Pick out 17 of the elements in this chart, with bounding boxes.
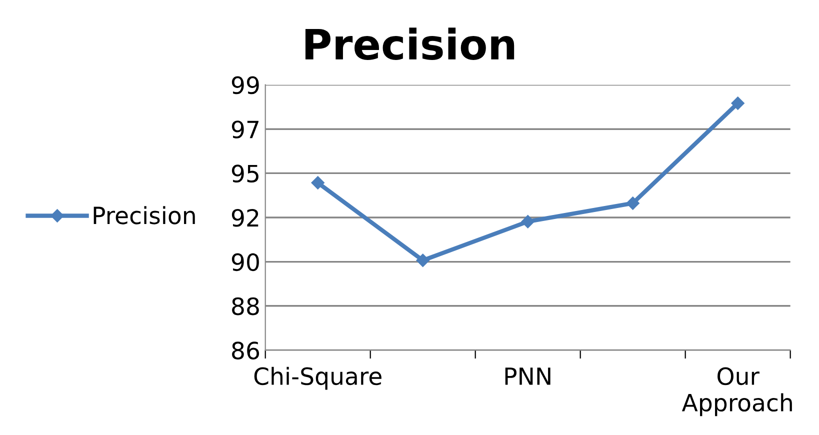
point — [731, 96, 744, 110]
chart-title: Precision — [305, 28, 514, 60]
y-tick-label: 92 — [232, 208, 258, 227]
x-tick-label: Our Approach — [682, 367, 792, 416]
y-tick-label: 86 — [232, 342, 260, 360]
point — [416, 254, 430, 267]
x-tick-label: Chi-Square — [254, 366, 382, 390]
y-tick-label: 99 — [232, 76, 259, 94]
point — [626, 196, 640, 210]
y-tick-label: 88 — [232, 297, 259, 316]
point — [521, 214, 534, 228]
point — [311, 176, 324, 190]
x-tick-label: PNN — [505, 368, 550, 385]
y-tick-label: 90 — [232, 253, 259, 272]
legend-label: Precision — [94, 206, 195, 224]
y-tick-label: 95 — [232, 164, 258, 183]
y-tick-label: 97 — [232, 120, 258, 138]
